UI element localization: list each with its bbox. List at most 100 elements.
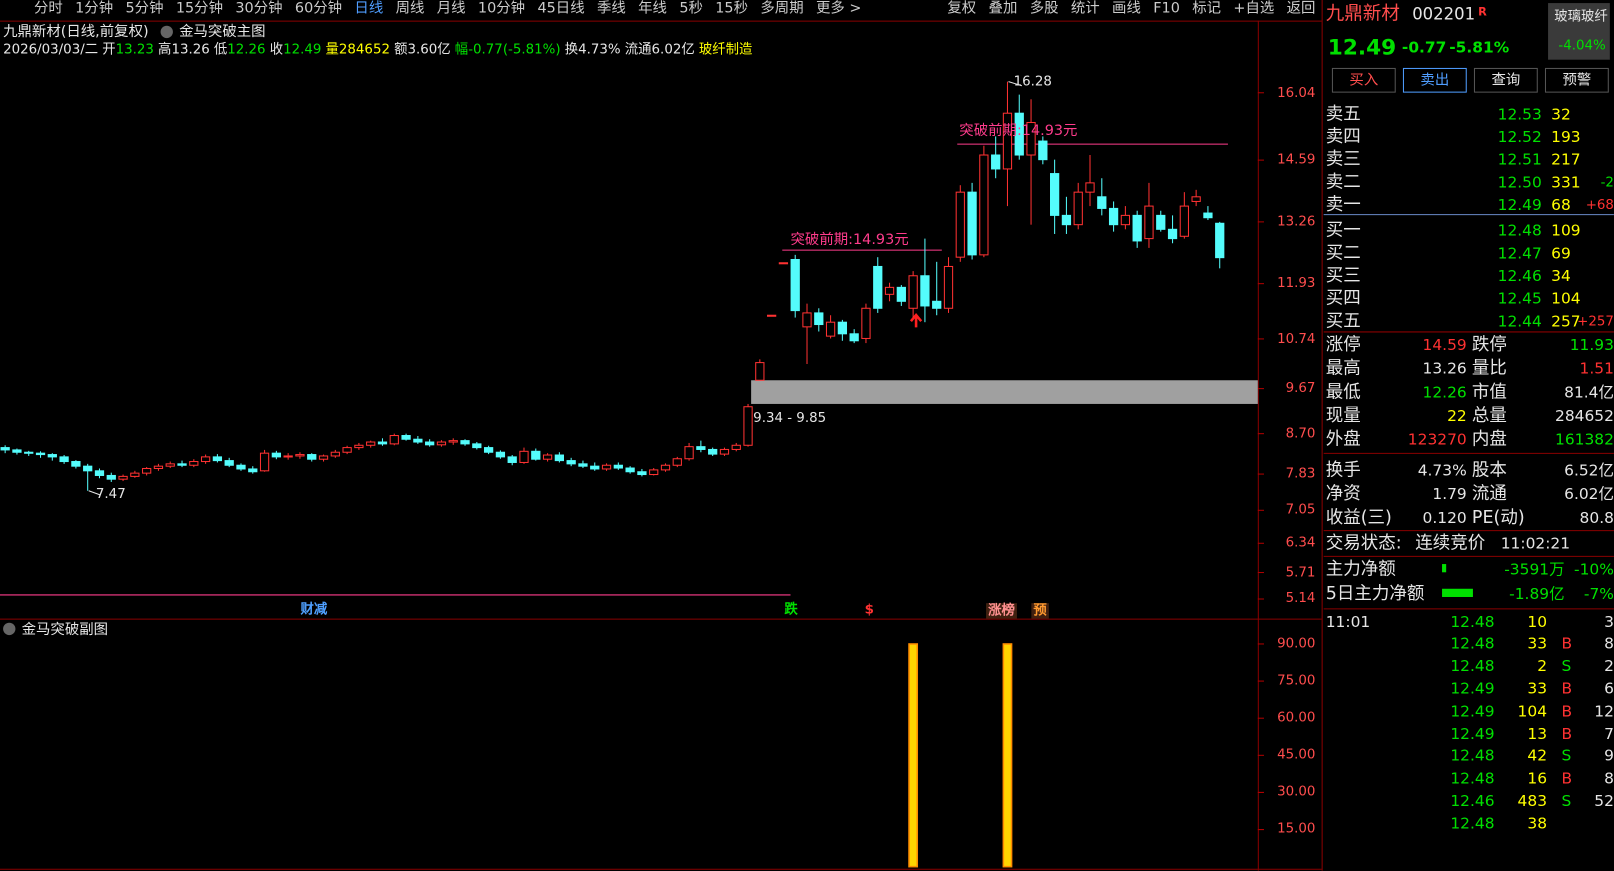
tick-price: 12.49 bbox=[1450, 701, 1495, 721]
candle-body bbox=[637, 471, 647, 476]
candle-body bbox=[130, 472, 140, 477]
tool-button[interactable]: 多股 bbox=[1029, 0, 1059, 17]
book-price: 12.50 bbox=[1497, 172, 1542, 191]
period-tab[interactable]: 年线 bbox=[638, 0, 667, 17]
candle-body bbox=[1179, 205, 1189, 237]
quote-info: 3.60亿 bbox=[407, 41, 451, 58]
stat-label: 外盘 bbox=[1325, 428, 1361, 450]
candle-body bbox=[825, 321, 836, 337]
candle-body bbox=[519, 450, 529, 463]
period-tab[interactable]: 60分钟 bbox=[294, 0, 343, 17]
trade-button-label[interactable]: 买入 bbox=[1349, 72, 1379, 89]
period-tab[interactable]: 周线 bbox=[395, 0, 425, 17]
sector-badge[interactable] bbox=[1548, 3, 1610, 60]
candle-body bbox=[932, 300, 942, 309]
book-level: 卖四 bbox=[1325, 126, 1361, 147]
candle-body bbox=[1097, 196, 1107, 209]
period-tab[interactable]: 15分钟 bbox=[175, 0, 224, 17]
trade-button-label[interactable]: 卖出 bbox=[1420, 72, 1450, 89]
stat-value: 4.73% bbox=[1417, 460, 1467, 480]
period-tab[interactable]: 45日线 bbox=[537, 0, 585, 17]
tick-price: 12.48 bbox=[1450, 768, 1495, 788]
signal-tag: 涨榜 bbox=[986, 602, 1017, 619]
period-tab[interactable]: 1分钟 bbox=[75, 0, 114, 17]
candle-body bbox=[142, 467, 152, 474]
period-tab[interactable]: 5秒 bbox=[679, 0, 703, 17]
gap-zone bbox=[751, 380, 1258, 404]
tool-button[interactable]: 标记 bbox=[1192, 0, 1222, 17]
period-tab[interactable]: 10分钟 bbox=[477, 0, 526, 17]
quote-info: 流通 bbox=[624, 41, 652, 58]
stat-value: 0.120 bbox=[1422, 507, 1467, 527]
candle-body bbox=[71, 461, 81, 467]
status-time: 11:02:21 bbox=[1500, 533, 1571, 553]
book-level: 卖二 bbox=[1325, 171, 1361, 192]
y-tick-label: 16.04 bbox=[1277, 85, 1316, 101]
period-tab[interactable]: 30分钟 bbox=[235, 0, 283, 17]
signal-arrow bbox=[909, 312, 923, 328]
tick-side: B bbox=[1561, 724, 1573, 743]
stat-label: PE(动) bbox=[1471, 506, 1525, 528]
tick-side: B bbox=[1561, 634, 1573, 653]
candle-body bbox=[743, 406, 753, 446]
tool-button[interactable]: 统计 bbox=[1070, 0, 1100, 17]
period-tab[interactable]: 5分钟 bbox=[125, 0, 164, 17]
stat-label: 量比 bbox=[1471, 357, 1507, 379]
y-tick-label: 75.00 bbox=[1277, 673, 1316, 689]
tool-button[interactable]: +自选 bbox=[1233, 0, 1275, 17]
trade-button[interactable] bbox=[1544, 67, 1609, 93]
stat-label: 最低 bbox=[1325, 381, 1361, 402]
tick-count: 9 bbox=[1604, 746, 1614, 766]
book-level: 买五 bbox=[1325, 310, 1361, 331]
candle-body bbox=[814, 312, 824, 326]
period-tab[interactable]: 日线 bbox=[354, 0, 384, 17]
candle-body bbox=[283, 455, 293, 458]
tool-button[interactable]: F10 bbox=[1153, 0, 1180, 17]
tool-button[interactable]: 复权 bbox=[947, 0, 977, 17]
candle-body bbox=[212, 456, 223, 462]
tick-side: S bbox=[1561, 791, 1572, 810]
stat-label: 股本 bbox=[1471, 459, 1507, 481]
quote-info: 13.26 bbox=[171, 41, 210, 58]
stat-value: 11.93 bbox=[1569, 335, 1614, 354]
stat-value: 6.52亿 bbox=[1564, 460, 1614, 480]
period-tab[interactable]: 多周期 bbox=[760, 0, 804, 17]
tick-count: 6 bbox=[1604, 679, 1614, 698]
tool-button[interactable]: 叠加 bbox=[988, 0, 1018, 17]
candle-body bbox=[401, 435, 411, 440]
y-tick-label: 15.00 bbox=[1277, 821, 1316, 838]
candle-body bbox=[708, 448, 718, 455]
stat-label: 跌停 bbox=[1471, 334, 1507, 355]
period-tab[interactable]: 月线 bbox=[436, 0, 466, 17]
trade-button-label[interactable]: 查询 bbox=[1491, 72, 1521, 89]
trade-button[interactable] bbox=[1331, 67, 1396, 93]
tick-side: S bbox=[1561, 746, 1572, 766]
book-level: 买四 bbox=[1325, 287, 1361, 309]
candle-body bbox=[413, 438, 423, 443]
tool-button[interactable]: 返回 bbox=[1286, 0, 1316, 17]
book-volume: 34 bbox=[1551, 266, 1571, 285]
book-change: +68 bbox=[1585, 197, 1614, 213]
period-tab[interactable]: 季线 bbox=[596, 0, 626, 17]
quote-info: 13.23 bbox=[115, 41, 154, 58]
tick-volume: 33 bbox=[1527, 634, 1548, 653]
tick-count: 3 bbox=[1604, 611, 1614, 631]
candle-body bbox=[377, 441, 388, 445]
trade-button-label[interactable]: 预警 bbox=[1562, 72, 1592, 89]
y-tick-label: 90.00 bbox=[1277, 636, 1316, 652]
period-tab[interactable]: 分时 bbox=[33, 0, 63, 17]
collapse-icon[interactable] bbox=[3, 622, 16, 636]
quote-info: -0.77(-5.81%) bbox=[468, 41, 561, 58]
quote-info: 量 bbox=[325, 41, 339, 58]
breakout-label: 突破前期:14.93元 bbox=[790, 231, 909, 249]
period-tab[interactable]: 15秒 bbox=[715, 0, 749, 17]
trade-button[interactable] bbox=[1402, 67, 1467, 93]
candle-body bbox=[684, 446, 694, 460]
candle-body bbox=[778, 262, 789, 265]
period-tab[interactable]: 更多 > bbox=[815, 0, 862, 17]
trade-button[interactable] bbox=[1473, 67, 1538, 93]
collapse-icon[interactable] bbox=[160, 25, 173, 39]
chart-title: 九鼎新材(日线,前复权) bbox=[3, 23, 149, 41]
signal-bar bbox=[1002, 643, 1013, 868]
tool-button[interactable]: 画线 bbox=[1112, 0, 1141, 17]
